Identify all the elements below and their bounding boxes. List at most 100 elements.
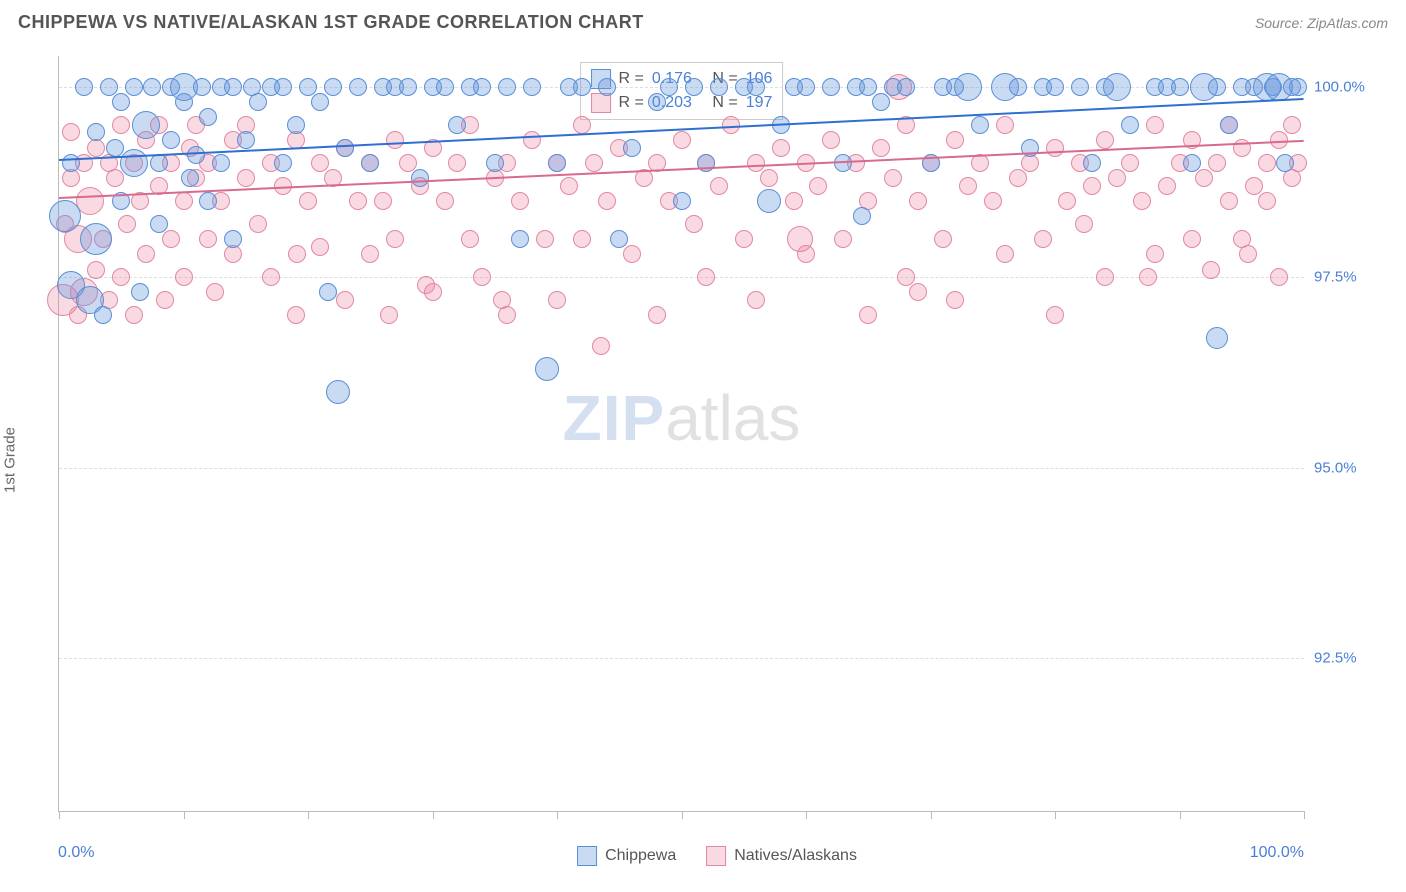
data-point-a (80, 223, 112, 255)
data-point-a (87, 123, 105, 141)
data-point-b (1202, 261, 1220, 279)
data-point-b (175, 192, 193, 210)
data-point-b (1195, 169, 1213, 187)
data-point-b (1139, 268, 1157, 286)
data-point-a (411, 169, 429, 187)
data-point-a (399, 78, 417, 96)
data-point-b (62, 123, 80, 141)
data-point-a (1083, 154, 1101, 172)
data-point-b (1258, 154, 1276, 172)
data-point-b (747, 291, 765, 309)
data-point-a (573, 78, 591, 96)
data-point-a (610, 230, 628, 248)
legend-label-b: Natives/Alaskans (734, 847, 857, 865)
data-point-b (175, 268, 193, 286)
data-point-b (380, 306, 398, 324)
data-point-a (1121, 116, 1139, 134)
y-axis-title: 1st Grade (2, 427, 19, 493)
data-point-b (1083, 177, 1101, 195)
data-point-b (822, 131, 840, 149)
chart-container: 1st Grade ZIPatlas R = 0.176 N = 106 R =… (40, 48, 1394, 872)
data-point-b (436, 192, 454, 210)
data-point-a (299, 78, 317, 96)
data-point-a (131, 283, 149, 301)
data-point-b (311, 154, 329, 172)
data-point-b (747, 154, 765, 172)
data-point-b (1075, 215, 1093, 233)
data-point-a (1009, 78, 1027, 96)
data-point-b (760, 169, 778, 187)
data-point-b (511, 192, 529, 210)
data-point-b (984, 192, 1002, 210)
data-point-b (809, 177, 827, 195)
data-point-b (1158, 177, 1176, 195)
data-point-b (473, 268, 491, 286)
data-point-b (1096, 131, 1114, 149)
data-point-a (648, 93, 666, 111)
data-point-a (660, 78, 678, 96)
data-point-b (118, 215, 136, 233)
data-point-b (386, 131, 404, 149)
data-point-b (623, 245, 641, 263)
data-point-b (106, 169, 124, 187)
y-tick-label: 95.0% (1314, 459, 1384, 476)
data-point-b (1283, 116, 1301, 134)
r-label-b: R = (619, 94, 644, 112)
data-point-a (199, 108, 217, 126)
data-point-a (710, 78, 728, 96)
data-point-b (598, 192, 616, 210)
data-point-a (274, 154, 292, 172)
data-point-a (274, 78, 292, 96)
data-point-b (112, 268, 130, 286)
data-point-a (319, 283, 337, 301)
data-point-b (872, 139, 890, 157)
data-point-b (834, 230, 852, 248)
data-point-a (326, 380, 350, 404)
data-point-b (1133, 192, 1151, 210)
data-point-b (361, 245, 379, 263)
data-point-b (237, 169, 255, 187)
data-point-b (934, 230, 952, 248)
data-point-b (125, 306, 143, 324)
data-point-b (859, 306, 877, 324)
data-point-b (946, 291, 964, 309)
data-point-b (946, 131, 964, 149)
n-value-b: 197 (746, 94, 773, 112)
y-tick-label: 97.5% (1314, 269, 1384, 286)
data-point-b (697, 268, 715, 286)
data-point-a (150, 215, 168, 233)
data-point-b (498, 306, 516, 324)
legend-swatch-b (706, 846, 726, 866)
x-tick (1055, 811, 1056, 819)
swatch-b (591, 93, 611, 113)
x-tick (308, 811, 309, 819)
data-point-b (199, 230, 217, 248)
data-point-b (1239, 245, 1257, 263)
data-point-b (287, 306, 305, 324)
x-axis-max-label: 100.0% (1250, 844, 1304, 862)
data-point-a (1071, 78, 1089, 96)
data-point-b (1009, 169, 1027, 187)
data-point-a (49, 200, 81, 232)
data-point-b (1034, 230, 1052, 248)
data-point-a (1208, 78, 1226, 96)
data-point-a (94, 306, 112, 324)
data-point-b (909, 192, 927, 210)
data-point-a (1276, 154, 1294, 172)
data-point-b (909, 283, 927, 301)
data-point-a (162, 131, 180, 149)
data-point-b (1220, 192, 1238, 210)
data-point-b (573, 230, 591, 248)
legend-item-b: Natives/Alaskans (706, 846, 857, 866)
data-point-b (87, 261, 105, 279)
data-point-b (1046, 306, 1064, 324)
data-point-b (311, 238, 329, 256)
data-point-b (162, 230, 180, 248)
data-point-a (498, 78, 516, 96)
data-point-b (1108, 169, 1126, 187)
data-point-a (897, 78, 915, 96)
data-point-b (448, 154, 466, 172)
data-point-a (75, 78, 93, 96)
data-point-b (772, 139, 790, 157)
data-point-a (511, 230, 529, 248)
